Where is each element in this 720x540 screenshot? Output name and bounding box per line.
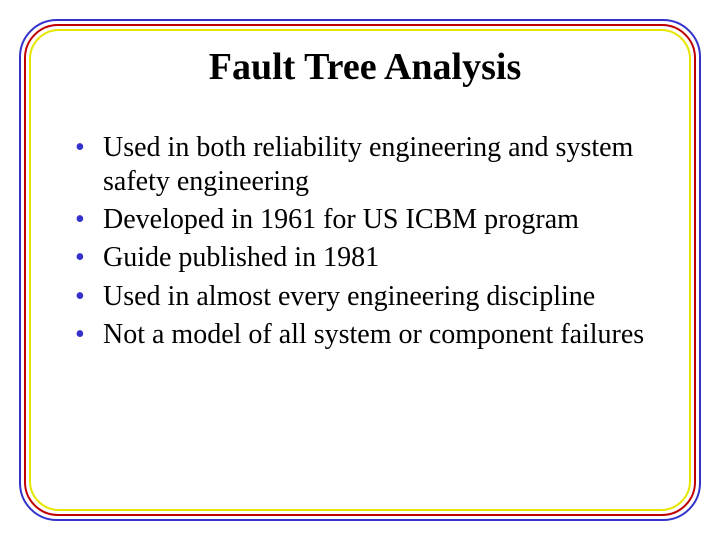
slide-title: Fault Tree Analysis (55, 45, 675, 89)
list-item: Not a model of all system or component f… (75, 318, 675, 352)
list-item: Guide published in 1981 (75, 241, 675, 275)
list-item: Used in almost every engineering discipl… (75, 280, 675, 314)
list-item: Developed in 1961 for US ICBM program (75, 203, 675, 237)
bullet-list: Used in both reliability engineering and… (55, 131, 675, 352)
list-item: Used in both reliability engineering and… (75, 131, 675, 199)
slide-content: Fault Tree Analysis Used in both reliabi… (55, 45, 675, 356)
